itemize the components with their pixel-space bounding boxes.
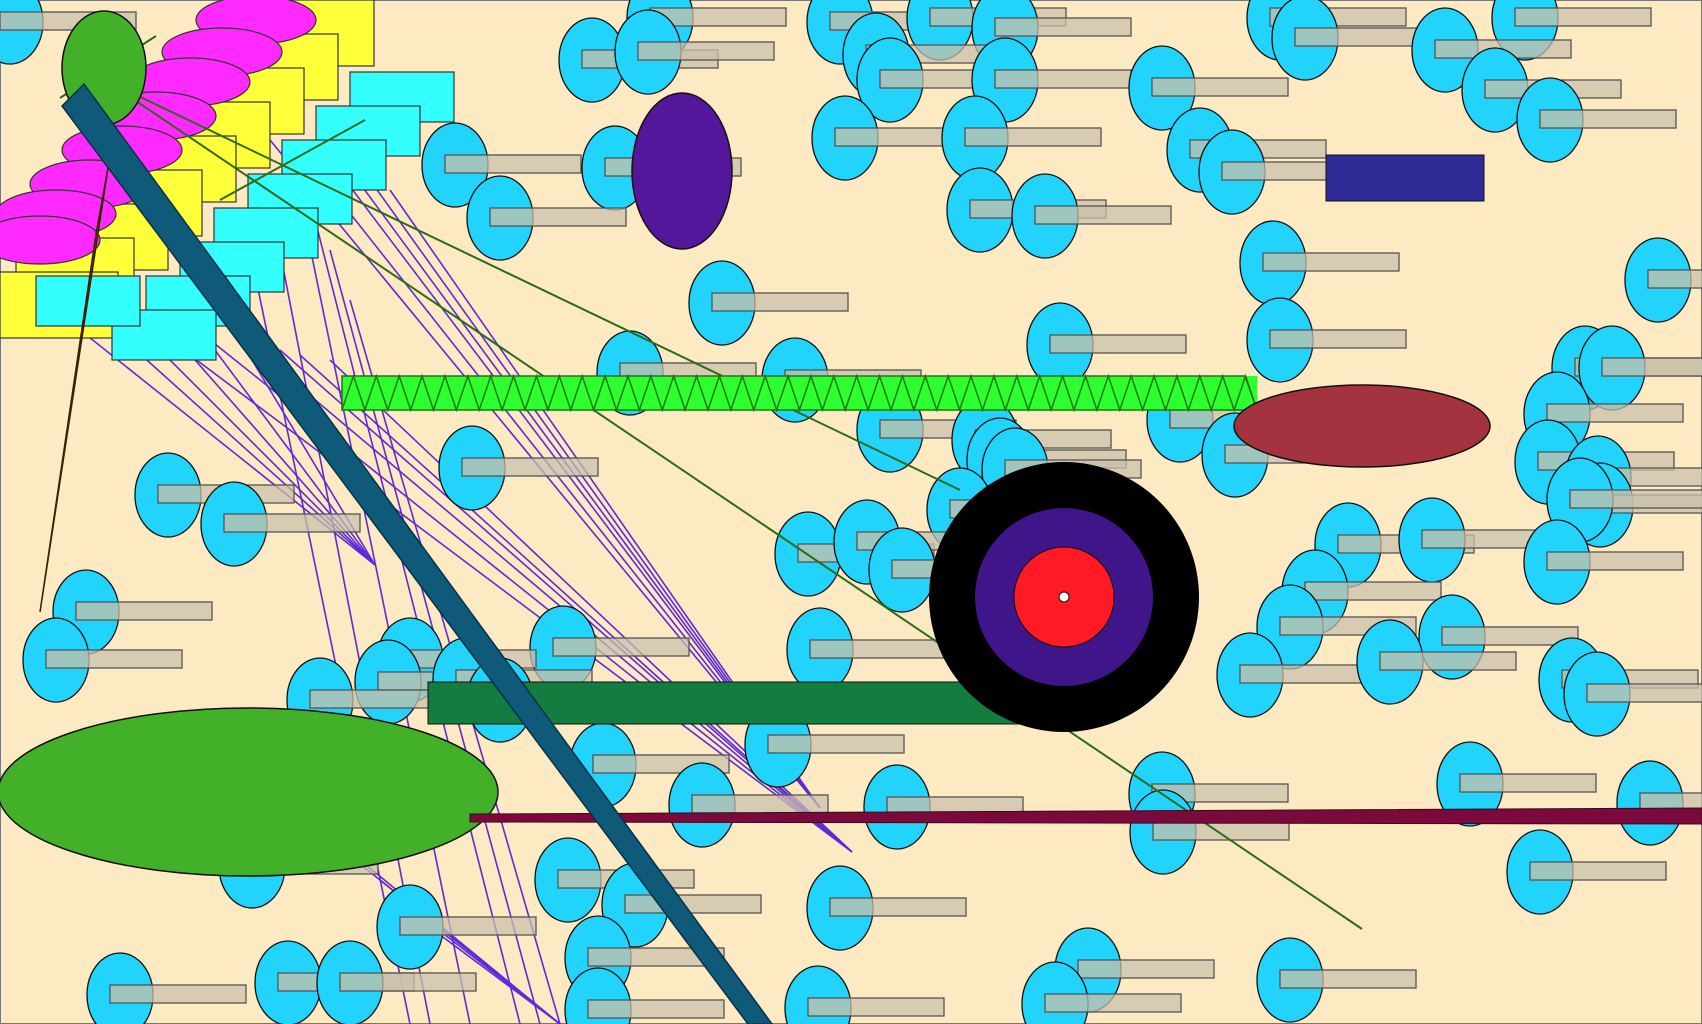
- cell-icon: [1506, 829, 1667, 915]
- trajectory-line: [104, 79, 961, 491]
- cell-icon: [564, 967, 725, 1024]
- brown-spike[interactable]: [39, 167, 109, 613]
- web-line: [169, 339, 853, 853]
- cell-icon: [614, 9, 775, 95]
- web-line: [419, 919, 561, 1024]
- cell-icon: [1256, 937, 1417, 1023]
- cell-icon: [1461, 47, 1622, 133]
- cell-icon: [200, 481, 361, 567]
- cell-icon: [1563, 651, 1702, 737]
- purple-oval[interactable]: [631, 92, 733, 250]
- cell-icon: [1026, 302, 1187, 388]
- cell-icon: [1356, 619, 1517, 705]
- cell-icon: [688, 260, 849, 346]
- green-blob[interactable]: [0, 707, 499, 877]
- cell-icon: [784, 965, 945, 1024]
- cell-icon: [421, 122, 582, 208]
- cell-icon: [316, 940, 477, 1024]
- cell-icon: [1436, 741, 1597, 827]
- trajectory-line: [104, 79, 1363, 930]
- spike-base: [342, 376, 1257, 410]
- cell-icon: [786, 607, 947, 693]
- navy-block[interactable]: [1325, 154, 1485, 202]
- cell-icon: [1516, 77, 1677, 163]
- cell-icon: [22, 617, 183, 703]
- cell-icon: [1624, 237, 1702, 323]
- web-line: [309, 199, 521, 1024]
- target-center-dot: [1058, 591, 1070, 603]
- cell-icon: [86, 952, 247, 1024]
- cell-icon: [1021, 961, 1182, 1024]
- cell-icon: [668, 762, 829, 848]
- cell-icon: [1523, 519, 1684, 605]
- cell-icon: [1011, 173, 1172, 259]
- cell-icon: [1198, 129, 1359, 215]
- cell-icon: [529, 605, 690, 691]
- cell-icon: [466, 175, 627, 261]
- cell-icon: [438, 425, 599, 511]
- teal-beam[interactable]: [61, 82, 773, 1024]
- magenta-disc: [0, 215, 101, 265]
- cell-icon: [376, 884, 537, 970]
- cell-icon: [941, 95, 1102, 181]
- wine-line: [469, 807, 1702, 825]
- maroon-oval[interactable]: [1233, 384, 1491, 468]
- cell-icon: [1216, 632, 1377, 718]
- cell-icon: [1128, 45, 1289, 131]
- trajectory-line: [219, 119, 366, 201]
- cell-icon: [863, 764, 1024, 850]
- target-icon[interactable]: [929, 462, 1199, 732]
- cell-icon: [806, 865, 967, 951]
- spike-strip[interactable]: [341, 373, 1259, 413]
- cell-icon: [1398, 497, 1559, 583]
- web-line: [289, 149, 471, 1024]
- cell-icon: [1246, 297, 1407, 383]
